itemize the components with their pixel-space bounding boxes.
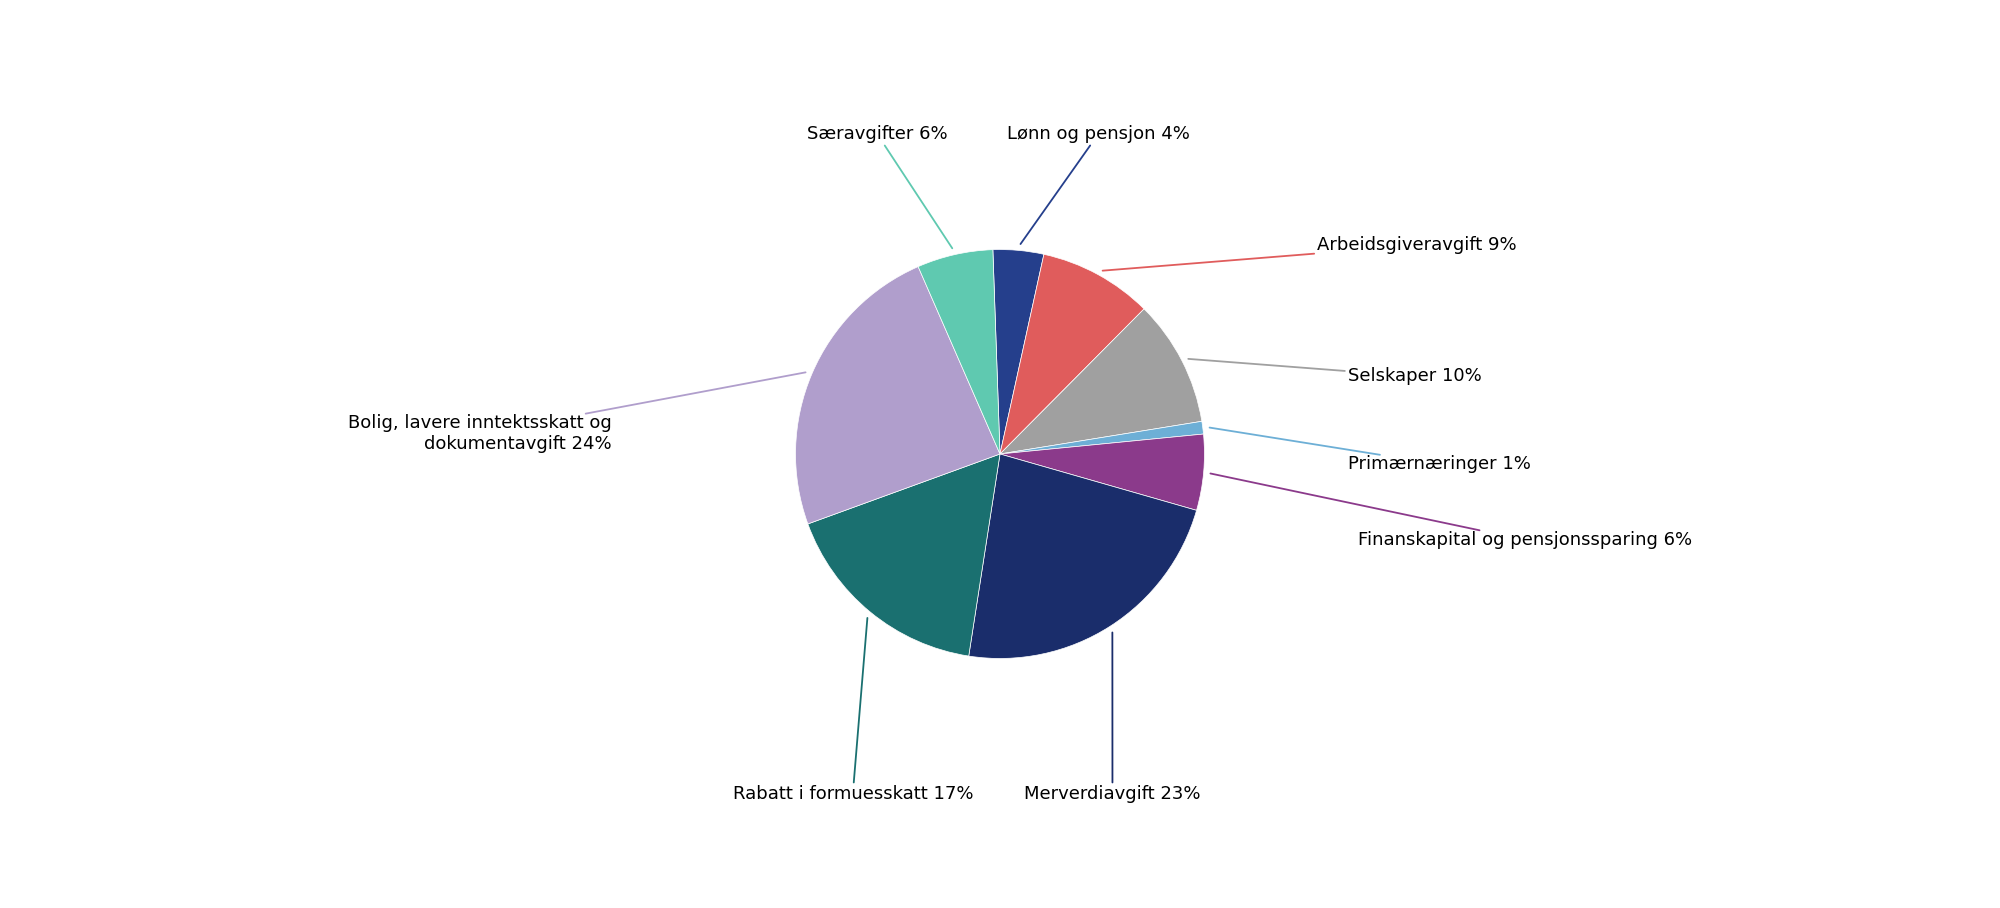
Wedge shape xyxy=(1000,254,1144,454)
Text: Arbeidsgiveravgift 9%: Arbeidsgiveravgift 9% xyxy=(1102,236,1516,271)
Wedge shape xyxy=(992,250,1044,454)
Wedge shape xyxy=(918,250,1000,454)
Wedge shape xyxy=(968,454,1196,658)
Wedge shape xyxy=(1000,434,1204,510)
Text: Særavgifter 6%: Særavgifter 6% xyxy=(808,125,952,248)
Text: Rabatt i formuesskatt 17%: Rabatt i formuesskatt 17% xyxy=(732,618,974,804)
Text: Primærnæringer 1%: Primærnæringer 1% xyxy=(1210,428,1530,473)
Wedge shape xyxy=(808,454,1000,656)
Text: Merverdiavgift 23%: Merverdiavgift 23% xyxy=(1024,633,1200,804)
Wedge shape xyxy=(796,267,1000,524)
Wedge shape xyxy=(1000,309,1202,454)
Wedge shape xyxy=(1000,421,1204,454)
Text: Lønn og pensjon 4%: Lønn og pensjon 4% xyxy=(1006,125,1190,244)
Text: Selskaper 10%: Selskaper 10% xyxy=(1188,359,1482,385)
Text: Finanskapital og pensjonssparing 6%: Finanskapital og pensjonssparing 6% xyxy=(1210,473,1692,548)
Text: Bolig, lavere inntektsskatt og
dokumentavgift 24%: Bolig, lavere inntektsskatt og dokumenta… xyxy=(348,372,806,453)
